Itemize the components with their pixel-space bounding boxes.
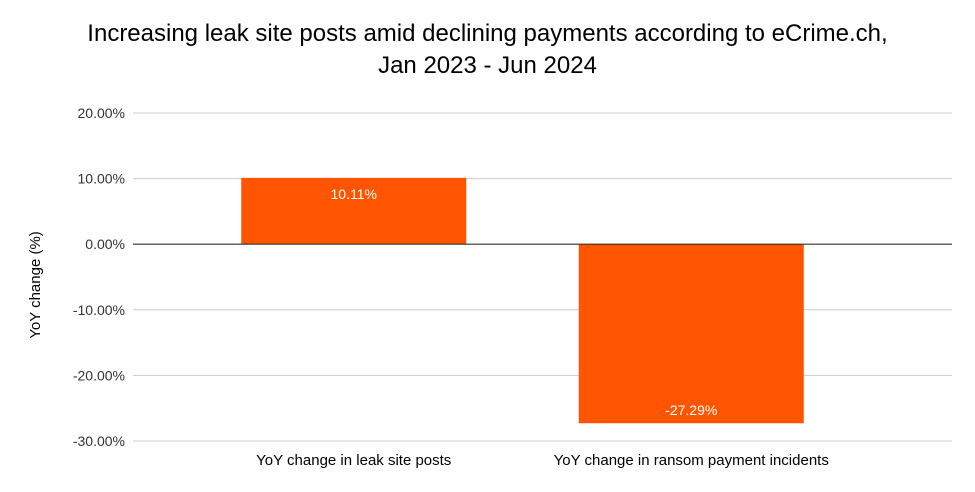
x-category-label: YoY change in ransom payment incidents [554,452,829,469]
y-tick-label: 10.00% [78,171,125,187]
y-tick-label: -30.00% [73,433,125,449]
y-tick-label: 0.00% [85,236,125,252]
x-category-label: YoY change in leak site posts [256,452,451,469]
y-tick-label: -20.00% [73,367,125,383]
chart-title-line2: Jan 2023 - Jun 2024 [378,52,597,79]
data-label: -27.29% [665,402,717,418]
y-tick-label: 20.00% [78,105,125,121]
bar [578,244,804,424]
bar [241,177,467,245]
chart-title-line1: Increasing leak site posts amid declinin… [87,20,888,47]
y-axis-label: YoY change (%) [27,231,44,339]
data-label: 10.11% [331,186,377,202]
chart-title: Increasing leak site posts amid declinin… [0,18,975,82]
y-tick-label: -10.00% [73,302,125,318]
